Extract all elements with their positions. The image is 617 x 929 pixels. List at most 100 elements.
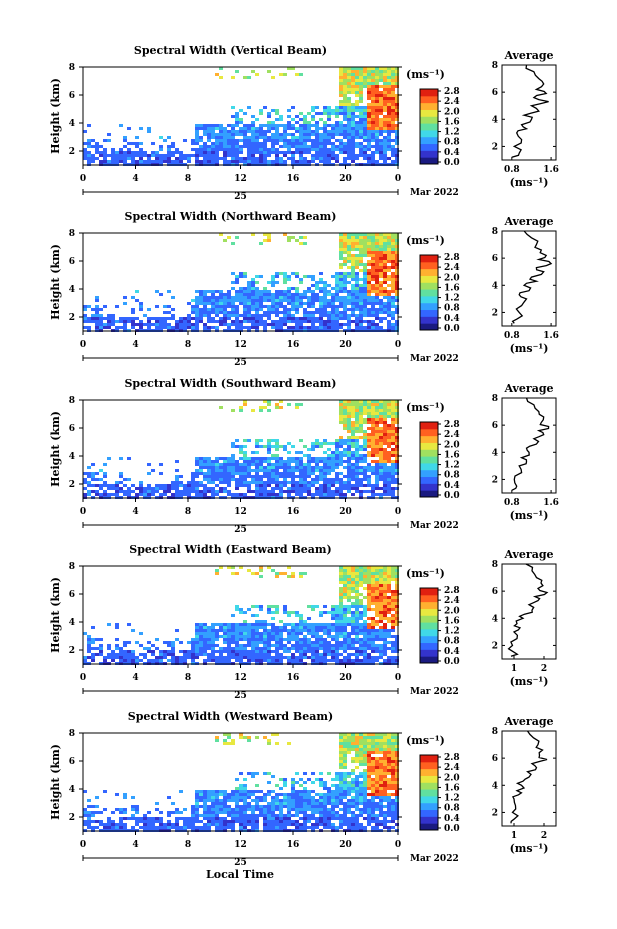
- colorbar-tick-label: 1.6: [444, 450, 460, 460]
- profile-line: [511, 397, 550, 491]
- colorbar-tick-label: 2.8: [444, 586, 460, 596]
- panel-title: Spectral Width (Southward Beam): [124, 377, 336, 390]
- x-tick-label: 16: [287, 840, 300, 850]
- x-tick-label: 16: [287, 673, 300, 683]
- colorbar-swatch: [420, 422, 438, 430]
- colorbar-swatch: [420, 588, 438, 596]
- profile-x-label: (ms⁻¹): [510, 842, 549, 855]
- x-tick-label: 0: [395, 673, 401, 683]
- profile-x-tick-label: 1: [511, 664, 517, 674]
- colorbar-tick-label: 2.0: [444, 273, 460, 283]
- colorbar-unit: (ms⁻¹): [406, 401, 445, 414]
- colorbar-tick-label: 1.2: [444, 294, 460, 304]
- profile-y-tick-label: 8: [492, 227, 498, 237]
- x-tick-label: 16: [287, 340, 300, 350]
- profile-y-tick-label: 2: [492, 808, 498, 818]
- colorbar-tick-label: 2.4: [444, 263, 460, 273]
- colorbar-swatch: [420, 622, 438, 630]
- colorbar-swatch: [420, 775, 438, 783]
- colorbar-swatch: [420, 649, 438, 657]
- colorbar-frame: [419, 88, 439, 165]
- colorbar-swatch: [420, 809, 438, 817]
- y-tick-label: 4: [69, 119, 75, 129]
- date-month-label: Mar 2022: [410, 687, 459, 697]
- profile-x-tick-label: 1.6: [543, 331, 559, 341]
- colorbar-swatch: [420, 116, 438, 124]
- colorbar-swatch: [420, 802, 438, 811]
- x-tick-label: 16: [287, 507, 300, 517]
- colorbar-tick-label: 0.0: [444, 324, 460, 334]
- colorbar-swatch: [420, 268, 438, 276]
- colorbar-unit: (ms⁻¹): [406, 734, 445, 747]
- panel-1: Spectral Width (Vertical Beam) 2 4 6 8 Height…: [49, 44, 559, 202]
- colorbar-tick-label: 2.4: [444, 596, 460, 606]
- colorbar-tick-label: 0.4: [444, 814, 460, 824]
- colorbar-swatch: [420, 289, 438, 297]
- colorbar-swatch: [420, 302, 438, 311]
- profile-y-tick-label: 2: [492, 475, 498, 485]
- profile-x-tick-label: 1: [511, 831, 517, 841]
- y-tick-label: 8: [69, 729, 75, 739]
- x-tick-label: 12: [234, 673, 247, 683]
- y-tick-label: 6: [69, 590, 75, 600]
- panel-5: Spectral Width (Westward Beam) 2 4 6 8 Height…: [49, 710, 557, 868]
- date-day-label: 25: [234, 358, 247, 368]
- y-axis-label: Height (km): [49, 78, 62, 154]
- profile-frame: [501, 64, 557, 161]
- colorbar-swatch: [420, 449, 438, 457]
- colorbar-tick-label: 0.0: [444, 158, 460, 168]
- profile-y-tick-label: 8: [492, 394, 498, 404]
- profile-y-tick-label: 4: [492, 781, 498, 791]
- profile-y-tick-label: 6: [492, 421, 498, 431]
- y-tick-label: 8: [69, 396, 75, 406]
- colorbar-swatch: [420, 261, 438, 270]
- colorbar-unit: (ms⁻¹): [406, 234, 445, 247]
- profile-x-tick-label: 2: [541, 664, 547, 674]
- heatmap-cells: [83, 733, 399, 832]
- colorbar-swatch: [420, 594, 438, 603]
- colorbar-tick-label: 1.6: [444, 117, 460, 127]
- y-tick-label: 6: [69, 257, 75, 267]
- date-day-label: 25: [234, 192, 247, 202]
- colorbar-tick-label: 1.2: [444, 128, 460, 138]
- heatmap-cells: [83, 233, 399, 332]
- colorbar-tick-label: 2.0: [444, 107, 460, 117]
- colorbar-swatch: [420, 316, 438, 324]
- x-tick-label: 20: [339, 673, 352, 683]
- colorbar-swatch: [420, 823, 438, 831]
- colorbar-tick-label: 1.6: [444, 783, 460, 793]
- panel-title: Spectral Width (Eastward Beam): [129, 543, 331, 556]
- y-axis-label: Height (km): [49, 411, 62, 487]
- profile-x-label: (ms⁻¹): [510, 675, 549, 688]
- date-day-label: 25: [234, 858, 247, 868]
- colorbar-swatch: [420, 456, 438, 464]
- profile-frame: [501, 563, 557, 660]
- x-tick-label: 0: [80, 507, 86, 517]
- colorbar-swatch: [420, 282, 438, 290]
- colorbar-swatch: [420, 123, 438, 131]
- colorbar-frame: [419, 421, 439, 498]
- y-tick-label: 8: [69, 229, 75, 239]
- colorbar-swatch: [420, 615, 438, 623]
- colorbar-swatch: [420, 628, 438, 637]
- date-month-label: Mar 2022: [410, 521, 459, 531]
- profile-y-tick-label: 6: [492, 254, 498, 264]
- profile-x-tick-label: 0.8: [504, 498, 520, 508]
- colorbar-swatch: [420, 428, 438, 437]
- x-tick-label: 8: [185, 507, 191, 517]
- colorbar-swatch: [420, 143, 438, 151]
- colorbar-tick-label: 1.6: [444, 616, 460, 626]
- panel-title: Spectral Width (Westward Beam): [128, 710, 333, 723]
- y-axis-label: Height (km): [49, 744, 62, 820]
- profile-title: Average: [503, 49, 553, 62]
- profile-y-tick-label: 2: [492, 641, 498, 651]
- colorbar-swatch: [420, 490, 438, 498]
- profile-y-tick-label: 8: [492, 61, 498, 71]
- x-tick-label: 8: [185, 840, 191, 850]
- colorbar-swatch: [420, 136, 438, 145]
- profile-x-tick-label: 2: [541, 831, 547, 841]
- panel-title: Spectral Width (Vertical Beam): [134, 44, 327, 57]
- colorbar-swatch: [420, 109, 438, 117]
- colorbar-swatch: [420, 462, 438, 471]
- y-tick-label: 4: [69, 452, 75, 462]
